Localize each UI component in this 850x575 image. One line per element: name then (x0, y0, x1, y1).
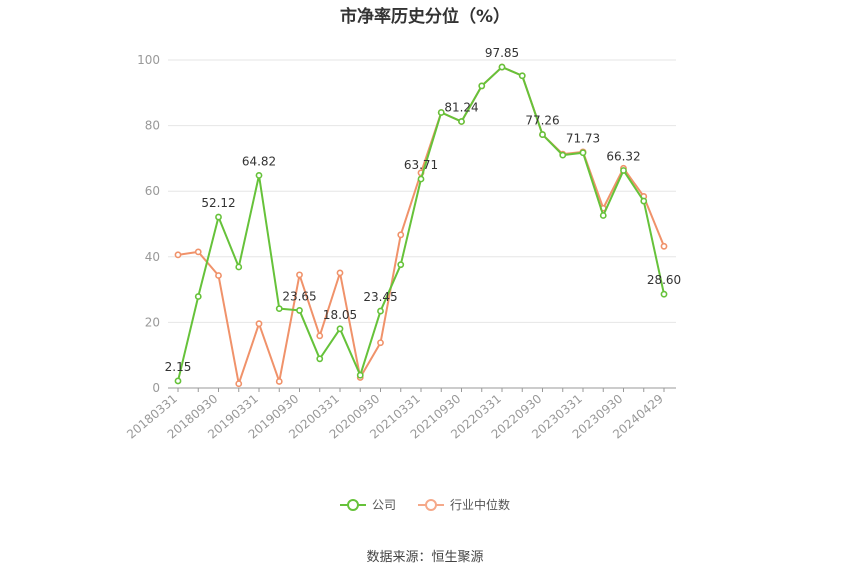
legend-company-label: 公司 (371, 498, 396, 512)
data-label: 28.60 (647, 273, 681, 287)
company-point (620, 167, 627, 174)
legend-industry-label: 行业中位数 (450, 498, 511, 512)
industry-median-point (235, 380, 243, 388)
legend-item-industry-median[interactable]: 行业中位数 (418, 496, 510, 513)
industry-median-point (377, 339, 384, 347)
company-point (174, 377, 182, 385)
company-point (599, 212, 607, 219)
data-label: 18.05 (323, 308, 357, 322)
company-point (194, 293, 202, 300)
data-label: 2.15 (165, 360, 192, 374)
y-tick-label: 20 (145, 315, 160, 329)
company-point (437, 109, 445, 116)
company-point (336, 325, 344, 333)
company-point (478, 82, 486, 90)
data-label: 66.32 (606, 149, 640, 163)
data-label: 23.45 (363, 290, 397, 304)
y-tick-label: 40 (145, 250, 160, 264)
industry-median-point (194, 248, 202, 256)
company-point (640, 197, 648, 205)
y-tick-label: 80 (145, 119, 160, 133)
company-point (498, 63, 506, 71)
data-label: 97.85 (485, 46, 519, 60)
series-line-company (177, 66, 665, 382)
industry-median-point (215, 272, 222, 279)
company-point (559, 151, 567, 159)
y-tick-label: 60 (145, 184, 160, 198)
legend: 公司 行业中位数 (0, 496, 850, 513)
company-point (377, 307, 384, 315)
industry-median-point (296, 271, 303, 279)
data-label: 64.82 (242, 154, 276, 168)
company-point (255, 171, 263, 179)
data-label: 52.12 (201, 196, 235, 210)
data-label: 77.26 (525, 114, 559, 128)
company-point (215, 213, 222, 221)
company-point (660, 290, 668, 298)
company-point (275, 305, 283, 313)
industry-median-point (660, 242, 668, 250)
data-label: 63.71 (404, 158, 438, 172)
company-point (356, 371, 364, 379)
series-line-industry-median (177, 66, 665, 385)
company-point (235, 263, 243, 271)
company-point (417, 175, 425, 183)
y-tick-label: 0 (152, 381, 160, 395)
y-tick-label: 100 (137, 53, 160, 67)
company-point (539, 131, 546, 138)
company-point (397, 261, 405, 269)
data-label: 23.65 (282, 289, 316, 303)
company-point (316, 355, 324, 363)
legend-item-company[interactable]: 公司 (339, 496, 396, 513)
company-point (458, 118, 465, 125)
company-point (579, 149, 587, 157)
industry-median-point (174, 251, 182, 259)
legend-industry-marker-icon (418, 498, 444, 512)
data-label: 81.24 (444, 101, 478, 115)
data-label: 71.73 (566, 132, 600, 146)
industry-median-point (397, 231, 405, 239)
industry-median-point (316, 332, 324, 340)
industry-median-point (275, 378, 283, 385)
company-point (518, 72, 526, 80)
legend-company-marker-icon (339, 498, 366, 512)
data-source: 数据来源：恒生聚源 (366, 550, 484, 565)
industry-median-point (255, 320, 263, 328)
chart-title: 市净率历史分位（%） (339, 7, 511, 27)
industry-median-point (336, 269, 344, 277)
company-point (296, 307, 303, 314)
line-chart: 0204060801002018033120180930201903312019… (124, 46, 681, 442)
